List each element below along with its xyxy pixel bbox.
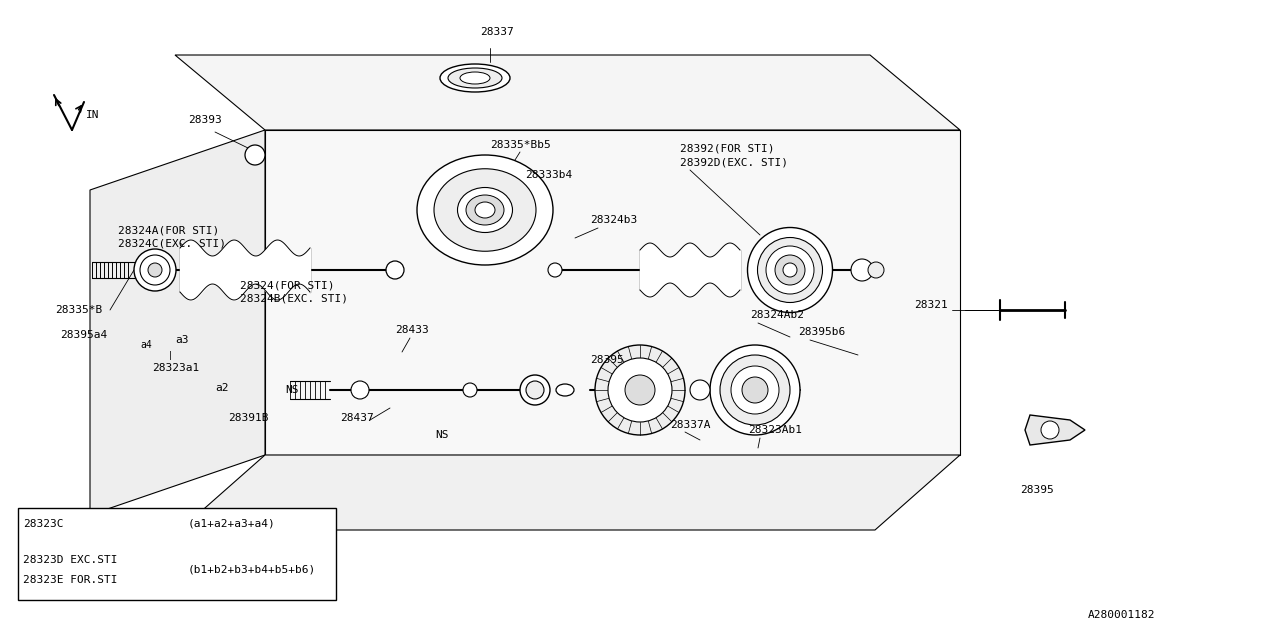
Text: 28337A: 28337A: [669, 420, 710, 430]
Text: 28324B(EXC. STI): 28324B(EXC. STI): [241, 293, 348, 303]
Text: 28392(FOR STI): 28392(FOR STI): [680, 143, 774, 153]
Bar: [18, 508, 337, 600]
Text: 28335*Bb5: 28335*Bb5: [490, 140, 550, 150]
Text: IN: IN: [86, 110, 100, 120]
Text: NS: NS: [285, 385, 298, 395]
Ellipse shape: [460, 72, 490, 84]
Text: 28324(FOR STI): 28324(FOR STI): [241, 280, 334, 290]
Ellipse shape: [134, 249, 177, 291]
Ellipse shape: [520, 375, 550, 405]
Text: 28437: 28437: [340, 413, 374, 423]
Text: 28395b6: 28395b6: [797, 327, 845, 337]
Text: a3: a3: [175, 335, 188, 345]
Text: 28323E FOR.STI: 28323E FOR.STI: [23, 575, 118, 585]
Text: 28324C(EXC. STI): 28324C(EXC. STI): [118, 238, 227, 248]
Text: A280001182: A280001182: [1088, 610, 1155, 620]
Text: a2: a2: [215, 383, 229, 393]
Ellipse shape: [140, 255, 170, 285]
Ellipse shape: [417, 155, 553, 265]
Ellipse shape: [742, 377, 768, 403]
Text: 28321: 28321: [914, 300, 948, 310]
Ellipse shape: [434, 169, 536, 252]
Text: (a1+a2+a3+a4): (a1+a2+a3+a4): [188, 519, 275, 529]
Ellipse shape: [868, 262, 884, 278]
Ellipse shape: [548, 263, 562, 277]
Text: 28391B: 28391B: [228, 413, 269, 423]
Text: a4: a4: [140, 340, 152, 350]
Ellipse shape: [758, 237, 823, 303]
Text: 28433: 28433: [396, 325, 429, 335]
Text: 28337: 28337: [480, 27, 513, 37]
Ellipse shape: [463, 383, 477, 397]
Text: 28324Ab2: 28324Ab2: [750, 310, 804, 320]
Text: 28395a4: 28395a4: [60, 330, 108, 340]
Ellipse shape: [851, 259, 873, 281]
Ellipse shape: [748, 227, 832, 312]
Ellipse shape: [774, 255, 805, 285]
Text: 28323a1: 28323a1: [152, 363, 200, 373]
Text: 28335*B: 28335*B: [55, 305, 102, 315]
Ellipse shape: [1041, 421, 1059, 439]
Ellipse shape: [351, 381, 369, 399]
Ellipse shape: [526, 381, 544, 399]
Polygon shape: [175, 55, 960, 130]
Ellipse shape: [440, 64, 509, 92]
Ellipse shape: [250, 149, 261, 161]
Text: (b1+b2+b3+b4+b5+b6): (b1+b2+b3+b4+b5+b6): [188, 565, 316, 575]
Ellipse shape: [608, 358, 672, 422]
Text: 28324A(FOR STI): 28324A(FOR STI): [118, 225, 219, 235]
Ellipse shape: [457, 188, 512, 232]
Text: 28392D(EXC. STI): 28392D(EXC. STI): [680, 157, 788, 167]
Text: 28393: 28393: [188, 115, 221, 125]
Polygon shape: [180, 455, 960, 530]
Ellipse shape: [625, 375, 655, 405]
Ellipse shape: [721, 355, 790, 425]
Ellipse shape: [731, 366, 780, 414]
Polygon shape: [90, 130, 265, 515]
Text: 28395: 28395: [1020, 485, 1053, 495]
Ellipse shape: [710, 345, 800, 435]
Ellipse shape: [475, 202, 495, 218]
Text: 28323Ab1: 28323Ab1: [748, 425, 803, 435]
Text: |: |: [168, 351, 173, 360]
Text: 28323D EXC.STI: 28323D EXC.STI: [23, 555, 118, 565]
Ellipse shape: [783, 263, 797, 277]
Ellipse shape: [690, 380, 710, 400]
Text: 28333b4: 28333b4: [525, 170, 572, 180]
Ellipse shape: [448, 68, 502, 88]
Polygon shape: [265, 130, 960, 455]
Polygon shape: [1025, 415, 1085, 445]
Ellipse shape: [466, 195, 504, 225]
Text: 28395: 28395: [590, 355, 623, 365]
Ellipse shape: [556, 384, 573, 396]
Text: 28324b3: 28324b3: [590, 215, 637, 225]
Ellipse shape: [595, 345, 685, 435]
Text: NS: NS: [435, 430, 448, 440]
Ellipse shape: [387, 261, 404, 279]
Ellipse shape: [148, 263, 163, 277]
Text: 28323C: 28323C: [23, 519, 64, 529]
Ellipse shape: [244, 145, 265, 165]
Ellipse shape: [765, 246, 814, 294]
